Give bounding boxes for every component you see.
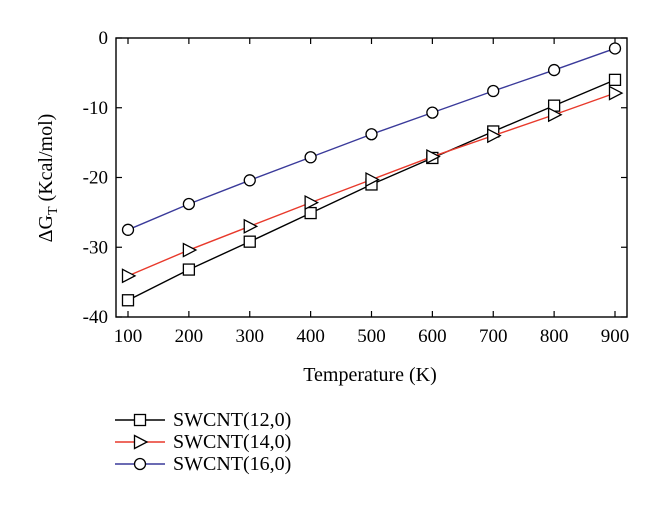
y-tick-label: 0 [99,28,109,49]
data-point [426,149,441,165]
axis-ticks [116,37,627,318]
legend-marker [133,457,147,471]
x-tick-label: 800 [540,326,569,347]
plot-frame [115,37,628,318]
tick-labels: 100 200 300 400 500 600 700 800 900 0 -10 -20 -30 -40 [83,28,630,347]
data-point [547,107,563,123]
data-point [243,235,256,248]
x-tick-label: 700 [479,326,508,347]
y-tick-label: -30 [83,237,108,258]
data-point [121,294,135,307]
data-point [547,63,561,77]
data-point [182,197,196,211]
x-tick-label: 400 [296,326,325,347]
x-tick-label: 200 [175,326,204,347]
legend-label: SWCNT(12,0) [173,409,291,431]
data-point [365,172,380,188]
data-point [487,128,502,144]
legend-item: SWCNT(14,0) [115,431,291,453]
data-point [304,151,317,164]
data-point [304,206,317,220]
series-1 [121,73,622,307]
x-tick-label: 600 [418,326,447,347]
y-tick-label: -20 [83,168,108,189]
legend-item: SWCNT(16,0) [115,453,291,475]
legend-label: SWCNT(14,0) [173,431,291,453]
series-layer [121,42,624,307]
y-axis-title-rest: (Kcal/mol) [35,114,57,207]
data-point [243,218,259,234]
y-axis-title-main: ΔG [35,215,57,242]
data-point [487,84,500,98]
y-axis-title: ΔGT (Kcal/mol) [35,114,61,243]
series-3 [121,42,622,236]
series-2 [121,85,624,284]
data-point [608,85,624,101]
data-point [182,242,198,258]
x-tick-label: 100 [114,326,143,347]
y-axis-title-sub: T [46,206,61,215]
y-tick-label: -40 [83,307,108,328]
data-point [426,106,439,119]
data-point [121,268,137,284]
data-point [608,42,622,55]
x-tick-label: 300 [236,326,265,347]
data-point [182,263,196,276]
legend-marker [133,413,147,427]
data-point [121,223,135,236]
y-tick-label: -10 [83,98,108,119]
legend-marker [133,434,149,450]
data-point [304,195,320,211]
data-point [243,174,256,187]
x-tick-label: 900 [601,326,630,347]
legend-label: SWCNT(16,0) [173,453,291,475]
data-point [365,128,378,141]
x-axis-title: Temperature (K) [303,364,437,386]
data-point [608,73,622,86]
legend-item: SWCNT(12,0) [115,409,291,431]
x-tick-label: 500 [357,326,386,347]
legend: SWCNT(12,0)SWCNT(14,0)SWCNT(16,0) [115,409,291,475]
